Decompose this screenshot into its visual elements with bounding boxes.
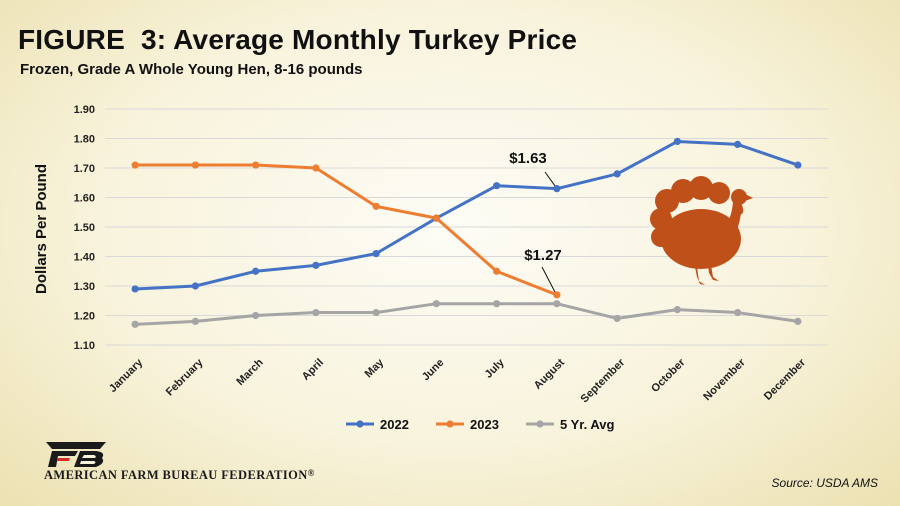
data-point xyxy=(794,161,802,169)
y-tick-label: 1.30 xyxy=(74,281,95,293)
x-tick-label: December xyxy=(762,356,809,403)
legend-marker xyxy=(536,420,544,428)
data-point xyxy=(131,161,139,169)
data-point xyxy=(493,267,501,275)
data-point xyxy=(191,282,199,290)
data-point xyxy=(432,214,440,222)
y-tick-label: 1.20 xyxy=(74,311,95,323)
data-point xyxy=(613,314,621,323)
data-point xyxy=(734,140,742,148)
data-label-leader xyxy=(541,266,556,293)
x-tick-label: July xyxy=(483,356,508,381)
data-point xyxy=(673,306,681,314)
turkey-neck xyxy=(725,200,742,239)
data-point xyxy=(191,317,199,325)
data-label: $1.27 xyxy=(524,247,562,264)
x-tick-label: May xyxy=(363,356,387,380)
farm-bureau-logo xyxy=(46,442,106,467)
y-tick-label: 1.10 xyxy=(74,340,95,352)
data-point xyxy=(372,202,380,210)
data-label: $1.63 xyxy=(509,150,547,167)
data-point xyxy=(131,320,139,328)
x-tick-label: August xyxy=(532,356,568,392)
series-2023 xyxy=(131,161,561,299)
data-point xyxy=(673,137,681,146)
y-tick-label: 1.50 xyxy=(74,222,95,234)
turkey-wattle xyxy=(738,203,744,215)
y-tick-label: 1.40 xyxy=(74,252,95,264)
turkey-body xyxy=(661,209,741,269)
legend-item[interactable]: 2023 xyxy=(436,417,499,432)
legend-marker xyxy=(446,420,454,428)
y-tick-label: 1.80 xyxy=(74,134,95,146)
x-tick-label: June xyxy=(420,357,447,384)
data-point xyxy=(734,308,742,317)
turkey-beak xyxy=(745,194,753,201)
legend-item[interactable]: 2022 xyxy=(346,417,409,432)
x-tick-label: November xyxy=(701,356,748,403)
x-tick-label: March xyxy=(234,356,266,388)
x-tick-label: February xyxy=(164,356,206,398)
data-point xyxy=(372,308,380,317)
turkey-head xyxy=(731,189,747,205)
turkey-icon xyxy=(650,176,753,285)
x-tick-label: September xyxy=(579,356,628,405)
data-point xyxy=(312,261,320,269)
chart-subtitle: Frozen, Grade A Whole Young Hen, 8-16 po… xyxy=(20,61,363,78)
data-point xyxy=(312,308,320,317)
legend-label: 2022 xyxy=(380,417,409,432)
data-point xyxy=(252,267,260,275)
data-label-leader xyxy=(544,171,556,186)
data-point xyxy=(312,164,320,172)
turkey-tail-feathers xyxy=(650,176,730,247)
data-point xyxy=(553,300,561,308)
data-point xyxy=(252,161,260,169)
x-tick-label: January xyxy=(107,356,146,395)
data-point xyxy=(432,300,440,308)
series-5-yr-avg xyxy=(131,300,802,328)
y-tick-label: 1.70 xyxy=(74,163,95,175)
data-point xyxy=(372,249,380,258)
data-point xyxy=(794,317,802,325)
data-point xyxy=(493,300,501,308)
legend-label: 5 Yr. Avg xyxy=(560,417,614,432)
data-point xyxy=(131,285,139,293)
y-axis-label: Dollars Per Pound xyxy=(33,164,50,294)
y-tick-label: 1.60 xyxy=(74,193,95,205)
data-point xyxy=(493,182,501,190)
chart-title: FIGURE 3: Average Monthly Turkey Price xyxy=(18,24,578,55)
organization-name: American Farm Bureau Federation® xyxy=(44,468,315,482)
data-point xyxy=(252,311,260,320)
series-line xyxy=(133,302,800,326)
data-point xyxy=(191,161,199,169)
x-tick-label: October xyxy=(649,356,688,395)
legend-item[interactable]: 5 Yr. Avg xyxy=(526,417,614,432)
x-tick-label: April xyxy=(300,357,326,383)
legend-label: 2023 xyxy=(470,417,499,432)
series-line xyxy=(133,139,800,291)
turkey-legs xyxy=(695,265,719,285)
series-line xyxy=(133,163,559,297)
y-tick-label: 1.90 xyxy=(74,104,95,116)
source-note: Source: USDA AMS xyxy=(771,476,878,490)
data-point xyxy=(553,185,561,193)
data-point xyxy=(613,170,621,178)
data-point xyxy=(553,291,561,299)
legend-marker xyxy=(356,420,364,428)
